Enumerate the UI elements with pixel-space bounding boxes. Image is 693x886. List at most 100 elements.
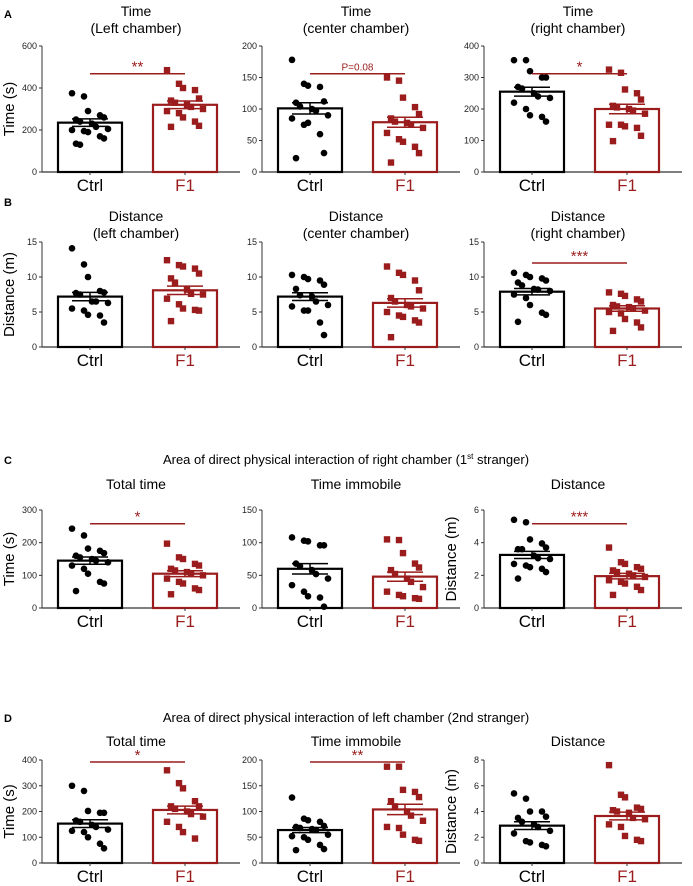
y-tick-label: 8 <box>474 755 479 765</box>
y-tick-label: 200 <box>242 755 257 765</box>
data-point-f1 <box>167 591 175 598</box>
data-point-f1 <box>641 307 649 314</box>
data-point-f1 <box>179 114 187 121</box>
y-tick-label: 600 <box>22 41 37 51</box>
data-point-f1 <box>399 593 407 600</box>
data-point-ctrl <box>288 56 296 64</box>
data-point-f1 <box>617 121 625 128</box>
data-point-f1 <box>621 794 629 801</box>
row-header: Area of direct physical interaction of l… <box>163 710 529 725</box>
panel-title: (center chamber) <box>303 225 410 241</box>
y-tick-label: 400 <box>22 755 37 765</box>
x-tick-label-ctrl: Ctrl <box>297 867 323 886</box>
data-point-ctrl <box>320 149 328 157</box>
data-point-f1 <box>415 793 423 801</box>
data-point-f1 <box>621 123 629 130</box>
bar-f1 <box>371 808 439 865</box>
x-tick-label-f1: F1 <box>395 612 415 631</box>
data-point-f1 <box>629 572 637 579</box>
data-point-ctrl <box>100 114 108 121</box>
significance-label: ** <box>132 59 144 76</box>
x-tick-label-f1: F1 <box>175 612 195 631</box>
data-point-ctrl <box>80 565 88 573</box>
data-point-f1 <box>171 567 179 574</box>
panel-label: B <box>4 197 12 209</box>
data-point-f1 <box>407 812 415 819</box>
data-point-ctrl <box>542 544 550 551</box>
data-point-f1 <box>199 813 207 820</box>
data-point-f1 <box>199 291 207 298</box>
data-point-ctrl <box>510 560 518 568</box>
x-tick-label-ctrl: Ctrl <box>519 867 545 886</box>
data-point-f1 <box>419 124 427 132</box>
y-tick-label: 0 <box>32 342 37 352</box>
data-point-f1 <box>179 555 187 563</box>
bar-ctrl <box>498 553 566 610</box>
data-point-ctrl <box>534 554 542 562</box>
data-point-f1 <box>387 159 395 166</box>
data-point-ctrl <box>522 795 530 802</box>
data-point-f1 <box>403 575 411 582</box>
data-point-f1 <box>175 301 183 308</box>
y-tick-label: 100 <box>242 104 257 114</box>
data-point-ctrl <box>288 794 296 801</box>
bar-ctrl <box>276 107 344 174</box>
data-point-ctrl <box>312 107 320 115</box>
data-point-f1 <box>609 137 617 145</box>
data-point-f1 <box>179 305 187 312</box>
data-point-f1 <box>415 287 423 294</box>
bar-ctrl <box>276 828 344 865</box>
y-tick-label: 0 <box>252 603 257 613</box>
data-point-ctrl <box>96 840 104 847</box>
data-point-f1 <box>613 303 621 310</box>
data-point-f1 <box>633 563 641 571</box>
data-point-f1 <box>415 110 423 118</box>
data-point-f1 <box>415 319 423 326</box>
data-point-ctrl <box>84 273 92 281</box>
data-point-ctrl <box>542 311 550 319</box>
data-point-ctrl <box>80 93 88 100</box>
data-point-ctrl <box>92 298 100 305</box>
data-point-f1 <box>179 828 187 836</box>
data-point-ctrl <box>104 558 112 566</box>
x-tick-label-f1: F1 <box>395 176 415 195</box>
panel-title: Time immobile <box>311 733 402 749</box>
data-point-f1 <box>195 803 203 810</box>
data-point-f1 <box>617 578 625 586</box>
data-point-f1 <box>633 319 641 326</box>
data-point-f1 <box>613 808 621 815</box>
panel-title: Distance <box>109 208 164 224</box>
data-point-f1 <box>411 143 419 150</box>
data-point-f1 <box>609 591 617 599</box>
data-point-f1 <box>175 578 183 586</box>
data-point-f1 <box>179 785 187 792</box>
data-point-ctrl <box>76 291 84 298</box>
data-point-ctrl <box>308 293 316 300</box>
panel-10: D Area of direct physical interaction of … <box>1 710 529 886</box>
data-point-f1 <box>191 306 199 314</box>
data-point-f1 <box>419 305 427 312</box>
data-point-f1 <box>637 805 645 813</box>
data-point-f1 <box>617 559 625 566</box>
data-point-f1 <box>387 334 395 341</box>
data-point-f1 <box>163 66 171 74</box>
header-text: Area of direct physical interaction of l… <box>163 710 529 725</box>
y-tick-label: 200 <box>22 807 37 817</box>
data-point-ctrl <box>92 123 100 131</box>
data-point-ctrl <box>68 89 76 97</box>
y-tick-label: 15 <box>247 237 257 247</box>
data-point-ctrl <box>68 245 76 252</box>
y-tick-label: 10 <box>27 272 37 282</box>
y-tick-label: 300 <box>22 781 37 791</box>
bar-f1 <box>593 107 661 174</box>
data-point-f1 <box>605 821 613 828</box>
data-point-ctrl <box>324 831 332 838</box>
data-point-f1 <box>411 317 419 324</box>
data-point-f1 <box>637 565 645 572</box>
data-point-f1 <box>195 270 203 277</box>
data-point-ctrl <box>546 287 554 295</box>
data-point-f1 <box>395 591 403 599</box>
data-point-f1 <box>621 315 629 323</box>
data-point-f1 <box>195 307 203 314</box>
data-point-f1 <box>195 122 203 129</box>
